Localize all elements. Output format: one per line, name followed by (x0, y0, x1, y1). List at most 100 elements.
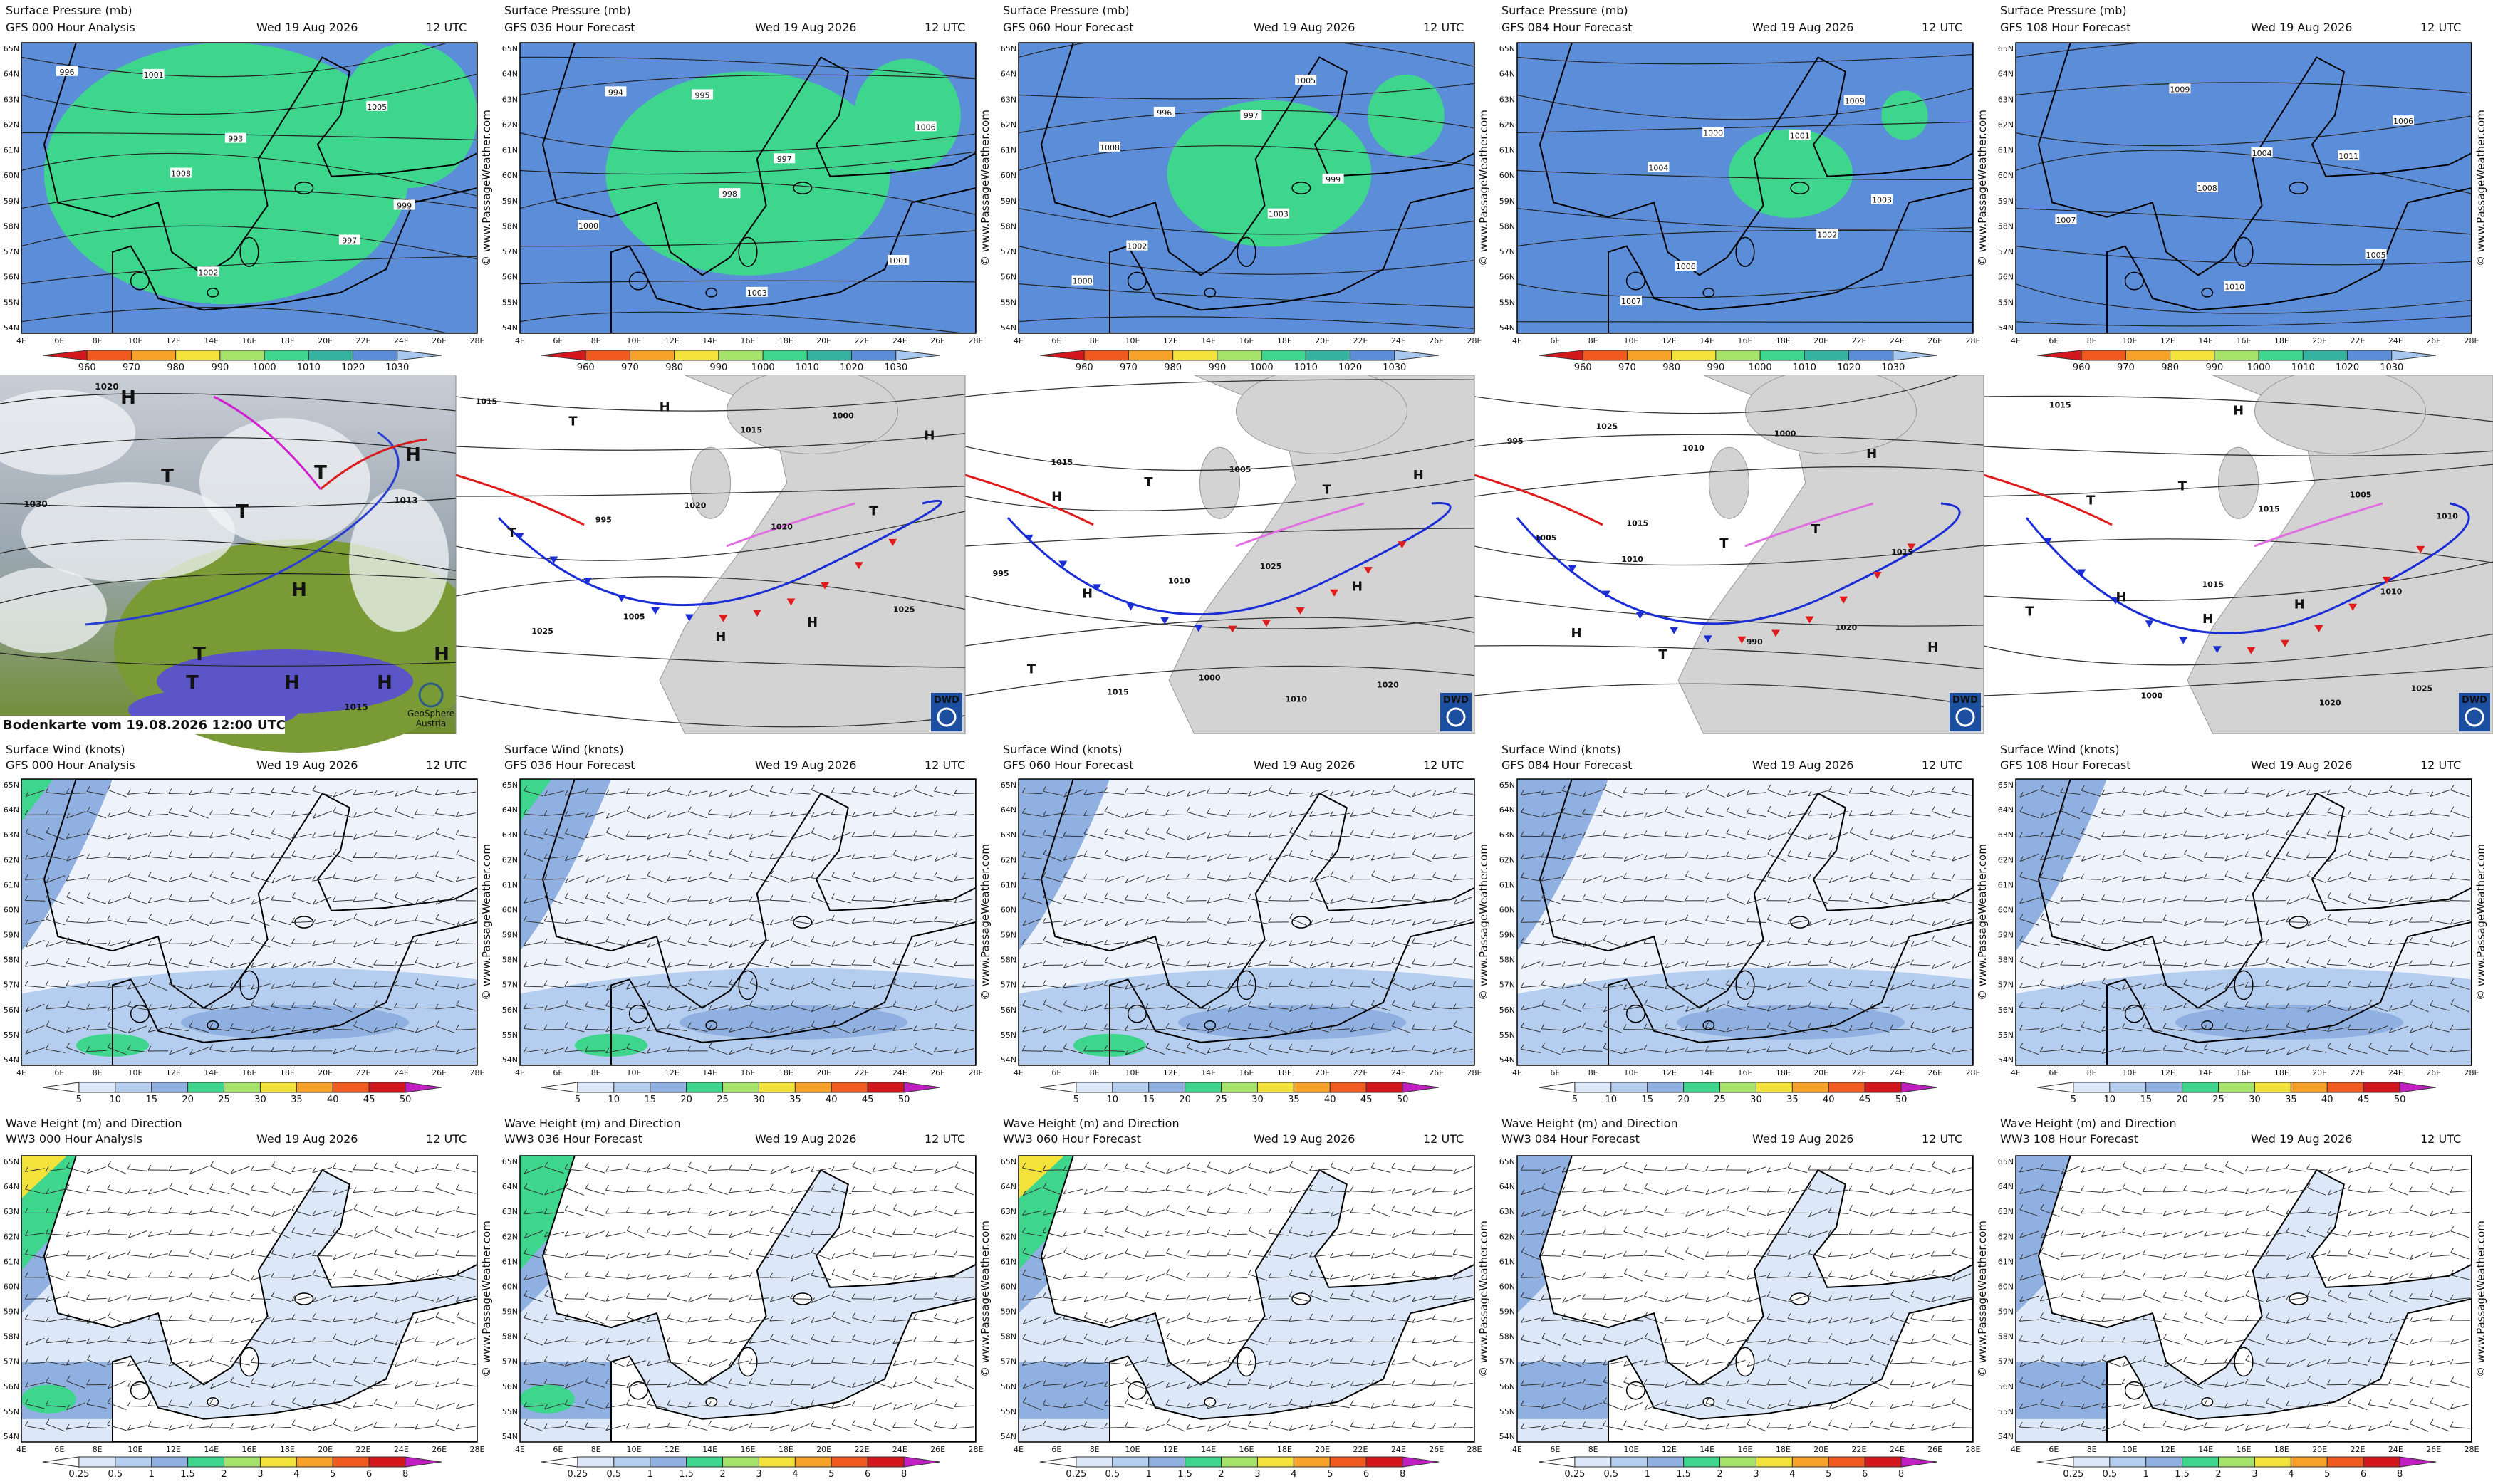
wind-barb (2020, 853, 2039, 862)
wave-arrow (168, 1165, 172, 1171)
wind-barb (524, 941, 544, 946)
wave-arrow (353, 1317, 373, 1324)
coastline (541, 43, 976, 276)
wind-barb (585, 892, 589, 899)
wind-barb (625, 830, 630, 837)
wind-barb (373, 874, 378, 880)
wind-barb (729, 791, 733, 798)
wind-barb (1370, 791, 1391, 796)
wind-barb (2286, 790, 2306, 797)
watermark: © www.PassageWeather.com (979, 110, 992, 266)
wind-barb (1391, 936, 1395, 941)
lon-label: 8E (93, 1445, 103, 1454)
wind-barb (831, 813, 852, 816)
wave-arrow (46, 1340, 66, 1344)
panel-subtitle: GFS 108 Hour Forecast (2000, 758, 2131, 772)
wind-barb (1392, 961, 1412, 968)
lon-label: 8E (2087, 1068, 2097, 1077)
wind-barb (1432, 877, 1452, 882)
wind-barb (1520, 895, 1524, 902)
wave-arrow (127, 1295, 131, 1301)
wind-barb (415, 832, 434, 841)
wave-arrow (708, 1210, 712, 1216)
wind-barb (1828, 790, 1848, 796)
wind-barb (1807, 874, 1811, 879)
wind-barb (2081, 961, 2101, 969)
wind-barb (1043, 940, 1063, 947)
wind-barb (729, 962, 749, 968)
wind-barb (2040, 913, 2044, 919)
lon-label: 18E (2274, 1068, 2289, 1077)
wind-barb (2409, 855, 2430, 860)
colorbar-segment (151, 1082, 189, 1093)
wind-barb (1452, 1003, 1457, 1009)
wave-arrow (107, 1361, 127, 1365)
wave-arrow (851, 1334, 855, 1340)
wind-barb (1828, 835, 1833, 840)
wind-barb (1104, 1023, 1108, 1029)
wave-arrow (626, 1381, 646, 1389)
wind-barb (1603, 920, 1607, 926)
wind-barb (1910, 1006, 1931, 1010)
wind-barb (66, 1005, 86, 1010)
colorbar-segment (368, 1082, 406, 1093)
wave-arrow (1207, 1187, 1227, 1196)
wind-barb (667, 899, 687, 903)
wave-arrow (86, 1270, 90, 1276)
wind-barb (709, 1047, 728, 1055)
wind-barb (667, 851, 671, 857)
wind-barb (2389, 827, 2393, 833)
wind-barb (1432, 980, 1436, 986)
lon-label: 8E (93, 336, 103, 345)
wave-arrow (86, 1294, 90, 1300)
lon-label: 6E (1550, 1068, 1560, 1077)
wind-barb (2450, 785, 2455, 790)
wind-barb (1165, 979, 1170, 986)
wave-arrow (852, 1226, 855, 1232)
lon-label: 26E (432, 336, 447, 345)
wave-arrow (647, 1404, 667, 1409)
wave-arrow (415, 1211, 435, 1215)
wave-arrow (209, 1249, 213, 1255)
wave-arrow (524, 1233, 528, 1238)
colorbar-segment (686, 1082, 724, 1093)
wind-barb (292, 963, 296, 969)
wave-arrow (729, 1210, 749, 1216)
wind-barb (1370, 829, 1375, 835)
wind-barb (625, 874, 630, 880)
wave-arrow (250, 1424, 254, 1431)
wave-arrow (1269, 1166, 1289, 1174)
wind-barb (1521, 1026, 1541, 1033)
wave-arrow (543, 1423, 548, 1429)
wind-barb (209, 986, 230, 988)
wind-barb (2224, 793, 2245, 794)
wind-barb (708, 1042, 712, 1048)
wind-barb (2040, 1026, 2060, 1033)
colorbar-label: 980 (1164, 362, 1182, 373)
wind-barb (1562, 999, 1566, 1005)
wind-barb (1165, 1023, 1170, 1029)
wind-barb (210, 940, 229, 948)
wind-barb (251, 876, 271, 883)
wind-barb (2306, 870, 2311, 877)
wind-barb (524, 813, 544, 816)
wave-arrow (934, 1312, 937, 1319)
wave-arrow (231, 1273, 250, 1282)
wind-barb (2081, 939, 2101, 948)
wind-barb (933, 916, 937, 922)
wind-barb (1227, 1006, 1232, 1013)
wind-barb (1766, 872, 1771, 877)
wave-arrow (810, 1186, 814, 1191)
wind-barb (1582, 1027, 1603, 1033)
wind-barb (1432, 790, 1452, 796)
colorbar-segment (2109, 1082, 2147, 1093)
wind-barb (230, 1028, 251, 1031)
wind-barb (1083, 810, 1088, 816)
wind-barb (1582, 1050, 1603, 1052)
wind-barb (1412, 834, 1416, 840)
wind-barb (1664, 873, 1668, 879)
wind-barb (209, 852, 213, 858)
wind-barb (544, 828, 548, 835)
wave-arrow (524, 1168, 528, 1174)
wind-barb (1787, 876, 1791, 882)
